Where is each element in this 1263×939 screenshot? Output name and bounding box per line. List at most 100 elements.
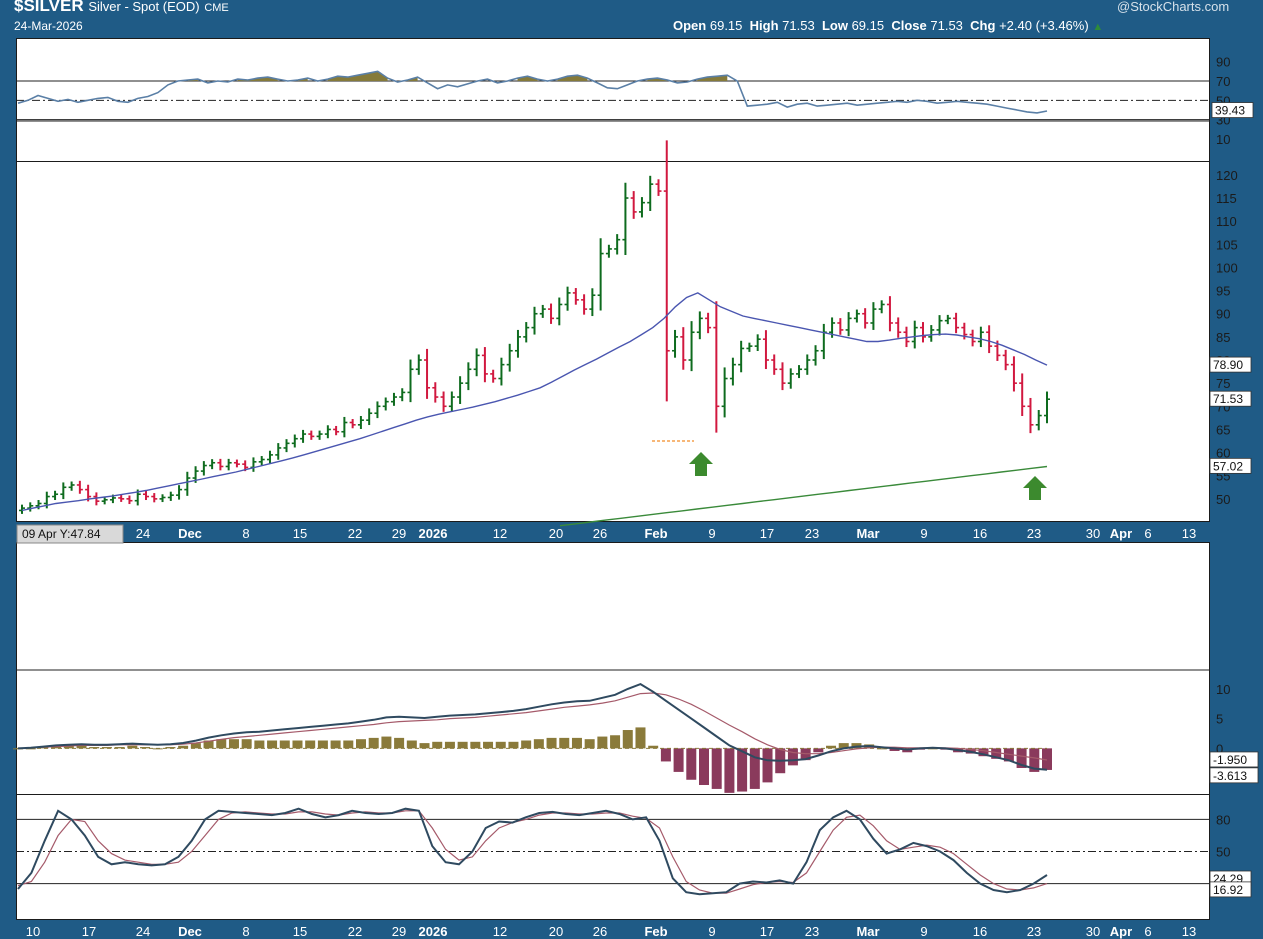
macd-histogram-bar [267, 740, 278, 749]
price-bar [167, 491, 174, 501]
ma50-tag: 78.90 [1213, 358, 1243, 372]
price-bar [514, 329, 521, 358]
low-label: Low [821, 18, 848, 33]
date-axis-bottom-tick-2026: 2026 [419, 924, 448, 939]
chg-value: +2.40 (+3.46%) [999, 18, 1089, 33]
price-bar [390, 392, 397, 406]
up-arrow-icon-a [689, 452, 713, 476]
cursor-readout-box [16, 524, 124, 544]
date-axis-bottom-tick-Dec: Dec [178, 924, 202, 939]
date-axis-top-tick-30: 30 [1086, 526, 1100, 541]
macd-line [17, 682, 1048, 771]
macd-histogram-bar [533, 739, 544, 749]
price-bar [862, 308, 869, 329]
ohlc-readout: Open 69.15 High 71.53 Low 69.15 Close 71… [673, 18, 1103, 33]
stoch-k-line [17, 807, 1048, 896]
macd-histogram-bar [101, 747, 112, 749]
price-bar [614, 234, 621, 255]
cursor-readout: 09 Apr Y:47.84 [22, 527, 101, 541]
price-bar [647, 175, 654, 211]
price-bar [498, 357, 505, 386]
macd-histogram-bar [597, 736, 608, 749]
macd-histogram-bar [673, 748, 684, 772]
price-bar [589, 288, 596, 317]
date-axis-bottom-tick-Feb: Feb [644, 924, 667, 939]
date-axis-top-tick-22: 22 [348, 526, 362, 541]
price-bar [556, 297, 563, 326]
date-axis-bottom-tick-13: 13 [1182, 924, 1196, 939]
close-value: 71.53 [930, 18, 963, 33]
price-y-tick-75: 75 [1216, 376, 1230, 391]
macd-histogram-bar [749, 748, 760, 789]
date-axis-bottom [16, 920, 1210, 939]
price-bar [349, 419, 356, 429]
macd-histogram-bar [876, 748, 887, 750]
up-arrow-icon: ▲ [1092, 21, 1104, 33]
price-bar [548, 303, 555, 324]
price-bar [705, 312, 712, 334]
stoch-d-tag-box [1209, 881, 1252, 898]
macd-histogram-bar [330, 740, 341, 749]
annotation-a: A [654, 449, 681, 491]
price-bar [52, 490, 59, 501]
price-bar [581, 294, 588, 315]
annotation-b: B [879, 255, 906, 297]
macd-histogram-bar [927, 748, 938, 750]
chart-title: SILVER [404, 135, 482, 160]
macd-histogram-bar [483, 741, 494, 749]
price-bar [911, 320, 918, 349]
price-bar [19, 504, 25, 514]
macd-histogram-bar [432, 741, 443, 749]
macd-histogram-bar [343, 740, 354, 749]
macd-histogram-bar [699, 748, 709, 786]
macd-histogram-bar [178, 745, 189, 749]
macd-histogram-bar [991, 748, 1002, 759]
price-bar [721, 367, 728, 418]
price-bar [68, 481, 75, 491]
ma200-tag-box [1209, 457, 1252, 474]
macd-histogram-bar [127, 745, 138, 749]
price-bar [151, 493, 158, 503]
price-bar [457, 376, 464, 404]
macd-histogram-bar [787, 748, 798, 766]
macd-histogram-bar [203, 740, 214, 749]
macd-tag-box [1209, 751, 1259, 768]
price-bar [324, 425, 331, 439]
macd-histogram-bar [444, 741, 455, 749]
stoch-d-line [17, 810, 1048, 894]
price-bar [200, 461, 207, 476]
date-axis-top-tick-9: 9 [920, 526, 927, 541]
price-bar [300, 429, 307, 443]
macd-histogram-bar [457, 741, 468, 749]
date-axis-bottom-tick-Apr: Apr [1110, 924, 1132, 939]
macd-histogram-bar [419, 743, 430, 749]
price-panel[interactable] [16, 161, 1210, 522]
price-bar [1027, 397, 1034, 434]
price-bar [27, 502, 34, 512]
macd-histogram-bar [521, 740, 532, 749]
price-bar [432, 382, 439, 403]
open-value: 69.15 [709, 18, 743, 33]
price-bar [572, 288, 579, 305]
price-bar [407, 359, 414, 403]
price-bar [176, 485, 183, 500]
macd-histogram-bar [495, 741, 506, 749]
rsi-last-value-tag-box [1211, 102, 1254, 118]
date-axis-bottom-tick-30: 30 [1086, 924, 1100, 939]
macd-histogram-bar [292, 740, 303, 749]
price-bar [333, 425, 340, 436]
price-bar [225, 458, 232, 471]
watermark: @StockCharts.com [1117, 0, 1230, 14]
price-bar [490, 369, 497, 383]
price-bar [886, 296, 893, 332]
date-axis-bottom-tick-22: 22 [348, 924, 362, 939]
date-axis-top-tick-2026: 2026 [419, 526, 448, 541]
macd-tag: -1.950 [1213, 753, 1247, 767]
price-bar [944, 314, 951, 325]
price-y-tick-120: 120 [1216, 168, 1238, 183]
rsi-line [17, 70, 1048, 114]
price-bar [308, 430, 315, 440]
price-bar [258, 456, 265, 466]
date-axis-top-tick-16: 16 [973, 526, 987, 541]
macd-y-tick-5: 5 [1216, 712, 1223, 727]
